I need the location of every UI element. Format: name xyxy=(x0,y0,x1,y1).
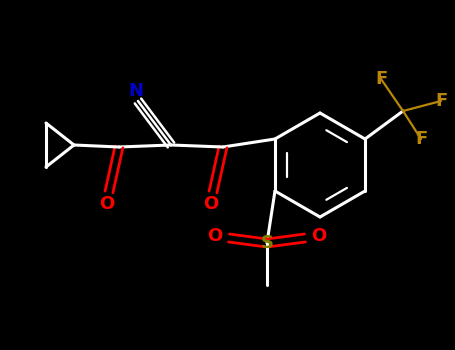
Text: O: O xyxy=(203,195,218,213)
Text: N: N xyxy=(128,82,143,100)
Text: O: O xyxy=(311,227,327,245)
Text: F: F xyxy=(435,92,447,110)
Text: O: O xyxy=(99,195,115,213)
Text: F: F xyxy=(415,130,427,148)
Text: F: F xyxy=(375,70,387,88)
Text: O: O xyxy=(207,227,222,245)
Text: S: S xyxy=(260,234,273,252)
